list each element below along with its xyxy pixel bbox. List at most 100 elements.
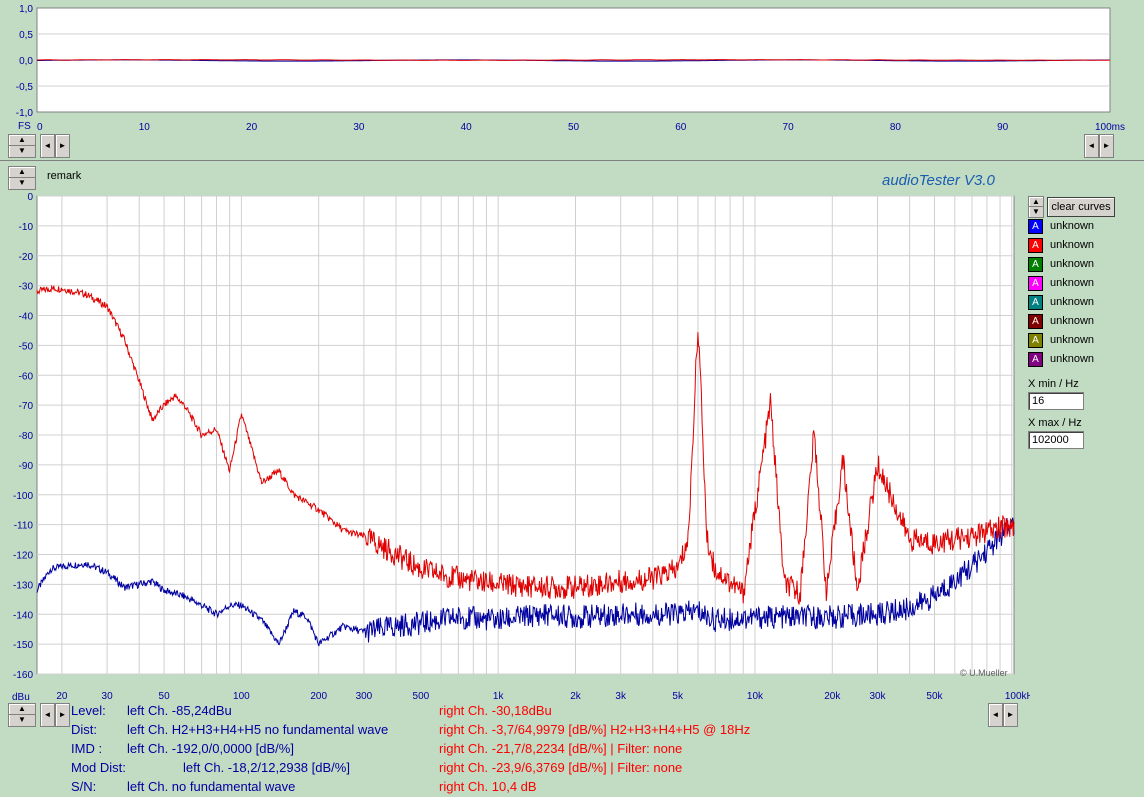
spectrum-x-tick: 5k: [672, 691, 684, 702]
time-fs-label: FS: [18, 121, 31, 132]
time-zoom-spinner[interactable]: ▲ ▼: [8, 134, 36, 158]
right-channel-trace: [36, 284, 1015, 605]
time-pan-right-button[interactable]: ►: [1099, 134, 1114, 158]
spectrum-y-tick: -40: [19, 312, 34, 323]
legend-label: unknown: [1050, 353, 1095, 365]
spectrum-pan-left-button[interactable]: ◄: [988, 703, 1003, 727]
legend-color-swatch[interactable]: A: [1028, 295, 1043, 310]
xmax-label: X max / Hz: [1028, 417, 1082, 429]
sn-right: right Ch. 10,4 dB: [439, 779, 537, 794]
sn-label: S/N:: [71, 779, 97, 794]
left-channel-trace: [36, 517, 1015, 647]
spectrum-x-tick: 3k: [615, 691, 627, 702]
remark-label: remark: [47, 170, 82, 182]
imd-left: left Ch. -192,0/0,0000 [dB/%]: [127, 741, 294, 756]
spectrum-x-tick: 100kHz: [1005, 691, 1030, 702]
level-right: right Ch. -30,18dBu: [439, 703, 552, 718]
spectrum-x-tick: 20k: [824, 691, 841, 702]
app-title: audioTester V3.0: [882, 172, 995, 189]
time-x-tick: 100ms: [1095, 122, 1125, 133]
spectrum-x-tick: 2k: [570, 691, 582, 702]
spectrum-y-tick: -10: [19, 222, 34, 233]
copyright-mark: © U.Mueller: [960, 668, 1008, 678]
legend-color-swatch[interactable]: A: [1028, 238, 1043, 253]
legend-color-swatch[interactable]: A: [1028, 352, 1043, 367]
spectrum-scroll-right-button[interactable]: ►: [55, 703, 70, 727]
time-plot: 1,0 0,5 0,0 -0,5 -1,0 0 10 20 30 40 50 60 70 80 90 100…: [16, 4, 1125, 133]
remark-spinner[interactable]: ▲ ▼: [8, 166, 36, 190]
time-x-tick: 60: [675, 122, 687, 133]
level-label: Level:: [71, 703, 106, 718]
spectrum-x-tick: 50k: [926, 691, 943, 702]
legend-label: unknown: [1050, 239, 1095, 251]
mod-dist-label: Mod Dist:: [71, 760, 126, 775]
mod-dist-left: left Ch. -18,2/12,2938 [dB/%]: [183, 760, 350, 775]
legend-color-swatch[interactable]: A: [1028, 314, 1043, 329]
legend-color-swatch[interactable]: A: [1028, 257, 1043, 272]
xmin-label: X min / Hz: [1028, 378, 1079, 390]
level-left: left Ch. -85,24dBu: [127, 703, 232, 718]
time-y-tick: 0,0: [19, 56, 33, 67]
legend-label: unknown: [1050, 220, 1095, 232]
dist-label: Dist:: [71, 722, 97, 737]
time-x-tick: 50: [568, 122, 580, 133]
time-x-tick: 10: [139, 122, 151, 133]
spectrum-y-tick: -70: [19, 401, 34, 412]
legend-label: unknown: [1050, 315, 1095, 327]
spectrum-y-tick: -20: [19, 252, 34, 263]
spectrum-x-tick: 200: [310, 691, 327, 702]
xmax-field[interactable]: 102000: [1028, 431, 1084, 449]
dist-right: right Ch. -3,7/64,9979 [dB/%] H2+H3+H4+H…: [439, 722, 751, 737]
time-x-tick: 90: [997, 122, 1009, 133]
spectrum-y-tick: -50: [19, 341, 34, 352]
time-x-tick: 70: [783, 122, 795, 133]
divider: [0, 160, 1144, 161]
spectrum-x-tick: 300: [356, 691, 373, 702]
spectrum-x-tick: 30k: [869, 691, 886, 702]
legend-label: unknown: [1050, 277, 1095, 289]
time-scroll-left-button[interactable]: ◄: [40, 134, 55, 158]
legend-color-swatch[interactable]: A: [1028, 276, 1043, 291]
y-axis-unit: dBu: [12, 692, 30, 703]
spectrum-y-tick: -110: [14, 521, 34, 532]
spectrum-x-tick: 100: [233, 691, 250, 702]
legend-label: unknown: [1050, 296, 1095, 308]
time-x-tick: 40: [461, 122, 473, 133]
spectrum-y-tick: 0: [27, 192, 33, 203]
time-x-tick: 30: [353, 122, 365, 133]
legend-spinner[interactable]: ▲ ▼: [1028, 196, 1044, 218]
time-x-tick: 0: [37, 122, 43, 133]
sn-left: left Ch. no fundamental wave: [127, 779, 296, 794]
spectrum-x-tick: 20: [56, 691, 68, 702]
spectrum-pan-right-button[interactable]: ►: [1003, 703, 1018, 727]
spectrum-y-tick: -140: [13, 610, 33, 621]
spectrum-zoom-spinner[interactable]: ▲ ▼: [8, 703, 36, 727]
spectrum-x-tick: 30: [102, 691, 114, 702]
spectrum-y-tick: -60: [19, 371, 34, 382]
time-x-tick: 80: [890, 122, 902, 133]
time-x-tick: 20: [246, 122, 258, 133]
time-right-trace: [36, 59, 1111, 61]
legend-color-swatch[interactable]: A: [1028, 219, 1043, 234]
spectrum-scroll-left-button[interactable]: ◄: [40, 703, 55, 727]
spectrum-y-tick: -120: [13, 551, 33, 562]
clear-curves-button[interactable]: clear curves: [1047, 197, 1115, 217]
time-pan-left-button[interactable]: ◄: [1084, 134, 1099, 158]
spectrum-y-tick: -100: [13, 491, 33, 502]
time-y-tick: -0,5: [16, 82, 34, 93]
spectrum-x-tick: 500: [413, 691, 430, 702]
spectrum-x-tick: 50: [159, 691, 171, 702]
spectrum-y-tick: -90: [19, 461, 34, 472]
spectrum-y-tick: -80: [19, 431, 34, 442]
spectrum-x-tick: 10k: [747, 691, 764, 702]
spectrum-y-tick: -160: [13, 670, 33, 681]
spectrum-y-tick: -150: [13, 640, 33, 651]
dist-left: left Ch. H2+H3+H4+H5 no fundamental wave: [127, 722, 389, 737]
legend-color-swatch[interactable]: A: [1028, 333, 1043, 348]
time-y-tick: 1,0: [19, 4, 33, 15]
imd-right: right Ch. -21,7/8,2234 [dB/%] | Filter: …: [439, 741, 683, 756]
time-y-tick: -1,0: [16, 108, 34, 119]
time-scroll-right-button[interactable]: ►: [55, 134, 70, 158]
xmin-field[interactable]: 16: [1028, 392, 1084, 410]
spectrum-y-tick: -130: [13, 580, 33, 591]
